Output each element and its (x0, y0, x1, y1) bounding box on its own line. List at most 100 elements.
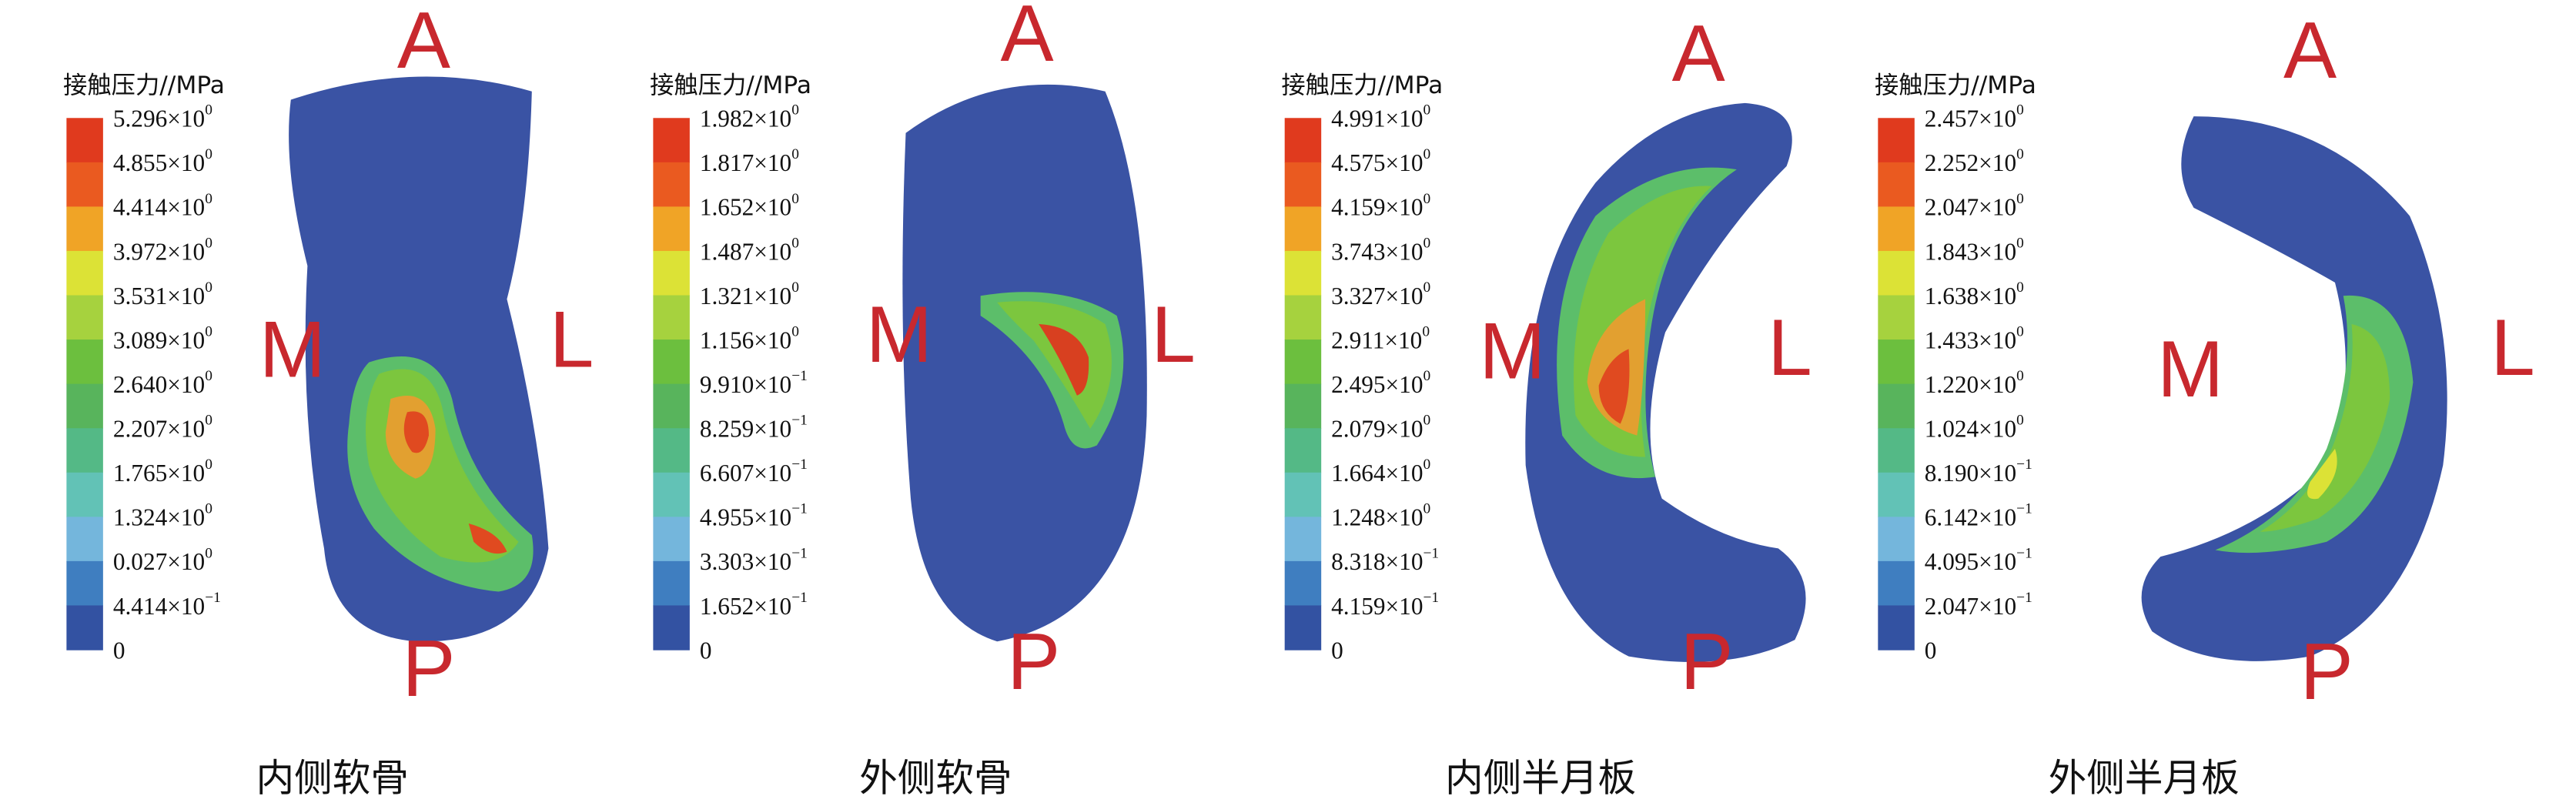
tick-mantissa: 3.531×10 (113, 283, 205, 309)
tick-exponent: 0 (205, 191, 212, 207)
direction-label: A (1672, 8, 1725, 98)
color-band (653, 517, 690, 562)
color-band (653, 250, 690, 296)
tick-exponent: 0 (205, 546, 212, 562)
tick-mantissa: 2.495×10 (1331, 371, 1423, 398)
tick-exponent: 0 (205, 324, 212, 340)
tick-label: 0 (700, 637, 712, 664)
colorbar-legend: 接触压力//MPa1.982×1001.817×1001.652×1001.48… (650, 72, 811, 664)
tick-mantissa: 2.457×10 (1925, 105, 2016, 132)
tick-mantissa: 1.248×10 (1331, 504, 1423, 531)
direction-label: L (1768, 303, 1812, 392)
tick-mantissa: 4.414×10 (113, 194, 205, 221)
tick-mantissa: 3.743×10 (1331, 238, 1423, 265)
panel-caption: 外侧半月板 (2049, 756, 2240, 796)
color-band (653, 560, 690, 607)
tick-label: 1.982×100 (700, 102, 799, 132)
color-band (66, 295, 103, 340)
tick-exponent: 0 (205, 501, 212, 517)
tick-label: 4.955×10−1 (700, 501, 808, 531)
color-band (653, 605, 690, 651)
panel-caption: 外侧软骨 (859, 756, 1012, 796)
tick-mantissa: 2.047×10 (1925, 194, 2016, 221)
tick-exponent: −1 (1423, 590, 1440, 606)
tick-exponent: 0 (1423, 279, 1431, 296)
lateral-meniscus-model (2141, 116, 2447, 661)
direction-label: L (550, 294, 594, 383)
tick-label: 3.089×100 (113, 324, 212, 354)
tick-exponent: 0 (205, 102, 212, 119)
tick-label: 6.607×10−1 (700, 457, 808, 487)
tick-exponent: −1 (205, 590, 221, 606)
tick-exponent: 0 (205, 413, 212, 429)
tick-label: 9.910×10−1 (700, 368, 808, 398)
tick-label: 4.159×10−1 (1331, 590, 1439, 620)
direction-label: L (2491, 303, 2535, 392)
direction-label: A (1001, 0, 1054, 78)
color-band (653, 383, 690, 429)
tick-exponent: 0 (1423, 501, 1431, 517)
color-band (1878, 206, 1915, 252)
tick-mantissa: 5.296×10 (113, 105, 205, 132)
color-band (1284, 605, 1322, 651)
color-band (1878, 560, 1915, 607)
tick-label: 3.531×100 (113, 279, 212, 309)
tick-label: 1.248×100 (1331, 501, 1430, 531)
tick-label: 1.765×100 (113, 457, 212, 487)
tick-exponent: 0 (791, 279, 799, 296)
tick-exponent: −1 (791, 546, 808, 562)
color-band (66, 383, 103, 429)
colorbar-legend: 接触压力//MPa5.296×1004.855×1004.414×1003.97… (63, 72, 225, 664)
tick-mantissa: 1.220×10 (1925, 371, 2016, 398)
color-band (1878, 339, 1915, 385)
tick-mantissa: 9.910×10 (700, 371, 791, 398)
tick-exponent: 0 (205, 279, 212, 296)
tick-label: 2.079×100 (1331, 413, 1430, 443)
color-band (1284, 472, 1322, 517)
color-band (1284, 250, 1322, 296)
tick-mantissa: 3.972×10 (113, 238, 205, 265)
color-band (1878, 428, 1915, 473)
tick-label: 2.911×100 (1331, 324, 1430, 354)
color-band (1284, 295, 1322, 340)
medial-meniscus-model (1525, 102, 1806, 662)
tick-label: 1.652×100 (700, 191, 799, 221)
tick-label: 4.159×100 (1331, 191, 1430, 221)
tick-label: 1.321×100 (700, 279, 799, 309)
tick-exponent: 0 (205, 457, 212, 473)
tick-mantissa: 4.855×10 (113, 149, 205, 176)
tick-mantissa: 1.982×10 (700, 105, 791, 132)
tick-label: 1.664×100 (1331, 457, 1430, 487)
color-band (653, 118, 690, 163)
color-band (66, 605, 103, 651)
tick-exponent: −1 (791, 501, 808, 517)
tick-label: 2.252×100 (1925, 147, 2024, 177)
tick-exponent: 0 (1423, 457, 1431, 473)
tick-mantissa: 3.089×10 (113, 327, 205, 354)
tick-mantissa: 1.487×10 (700, 238, 791, 265)
color-band (653, 206, 690, 252)
tick-label: 4.095×10−1 (1925, 546, 2032, 576)
tick-exponent: −1 (791, 590, 808, 606)
tick-exponent: 0 (2016, 191, 2024, 207)
tick-exponent: −1 (2016, 590, 2032, 606)
tick-exponent: −1 (1423, 546, 1440, 562)
direction-label: M (2157, 324, 2223, 413)
tick-label: 1.024×100 (1925, 413, 2024, 443)
direction-label: M (1479, 306, 1545, 395)
tick-label: 2.495×100 (1331, 368, 1430, 398)
tick-exponent: 0 (1423, 191, 1431, 207)
tick-exponent: 0 (791, 191, 799, 207)
color-band (66, 162, 103, 208)
tick-exponent: 0 (1423, 368, 1431, 384)
color-band (1284, 383, 1322, 429)
tick-exponent: 0 (1423, 147, 1431, 163)
tick-mantissa: 6.142×10 (1925, 504, 2016, 531)
tick-exponent: 0 (2016, 413, 2024, 429)
tick-label: 2.457×100 (1925, 102, 2024, 132)
tick-exponent: 0 (791, 236, 799, 252)
tick-label: 0.027×100 (113, 546, 212, 576)
direction-label: M (866, 289, 932, 379)
tick-label: 3.303×10−1 (700, 546, 808, 576)
